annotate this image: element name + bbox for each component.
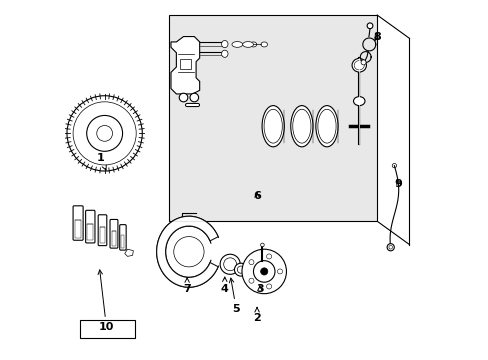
Circle shape: [260, 243, 264, 247]
Circle shape: [277, 269, 282, 274]
Bar: [112, 231, 116, 246]
Bar: [80, 320, 135, 338]
Ellipse shape: [221, 41, 227, 48]
Bar: [75, 220, 81, 238]
Polygon shape: [169, 15, 376, 221]
Circle shape: [260, 268, 267, 275]
Circle shape: [234, 263, 247, 276]
Ellipse shape: [351, 58, 366, 72]
Circle shape: [179, 93, 187, 102]
Bar: [121, 235, 124, 248]
Circle shape: [67, 96, 142, 171]
Bar: [180, 59, 190, 69]
Text: 4: 4: [221, 277, 228, 294]
Ellipse shape: [315, 105, 337, 147]
Bar: [100, 227, 105, 243]
Circle shape: [242, 249, 286, 294]
Circle shape: [266, 284, 271, 289]
Text: 8: 8: [372, 32, 380, 41]
Circle shape: [190, 93, 198, 102]
Text: 6: 6: [253, 191, 261, 201]
Text: 1: 1: [97, 153, 106, 170]
FancyBboxPatch shape: [120, 225, 126, 250]
Polygon shape: [124, 249, 133, 256]
Text: 3: 3: [256, 284, 263, 294]
FancyBboxPatch shape: [85, 210, 95, 243]
Text: 7: 7: [183, 278, 191, 294]
Ellipse shape: [250, 42, 256, 47]
Circle shape: [391, 163, 396, 168]
FancyBboxPatch shape: [73, 206, 83, 240]
Ellipse shape: [262, 105, 284, 147]
Ellipse shape: [231, 41, 242, 47]
Circle shape: [220, 254, 240, 274]
Ellipse shape: [242, 41, 253, 47]
FancyBboxPatch shape: [98, 215, 106, 246]
Circle shape: [248, 278, 253, 283]
Circle shape: [266, 254, 271, 259]
Circle shape: [386, 244, 393, 251]
Circle shape: [360, 60, 366, 65]
Circle shape: [86, 116, 122, 151]
Ellipse shape: [290, 105, 312, 147]
Ellipse shape: [221, 50, 227, 57]
Text: 10: 10: [98, 270, 114, 332]
Ellipse shape: [353, 96, 364, 105]
Polygon shape: [171, 37, 199, 94]
Circle shape: [248, 260, 253, 265]
Polygon shape: [156, 216, 218, 287]
Text: 2: 2: [253, 307, 261, 323]
Ellipse shape: [261, 42, 267, 47]
FancyBboxPatch shape: [110, 220, 118, 248]
Circle shape: [366, 23, 372, 29]
Bar: [87, 224, 93, 240]
Text: 5: 5: [229, 278, 240, 314]
Text: 9: 9: [394, 179, 402, 189]
